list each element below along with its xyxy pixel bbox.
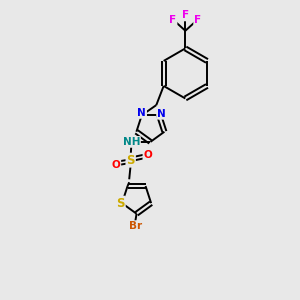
Text: S: S — [126, 154, 135, 167]
Text: S: S — [116, 197, 125, 210]
Text: F: F — [169, 15, 176, 25]
Text: N: N — [157, 109, 166, 119]
Text: F: F — [194, 15, 201, 25]
Text: N: N — [137, 108, 146, 118]
Text: O: O — [143, 150, 152, 160]
Text: F: F — [182, 11, 189, 20]
Text: Br: Br — [128, 221, 142, 231]
Text: O: O — [112, 160, 120, 170]
Text: NH: NH — [122, 137, 140, 147]
